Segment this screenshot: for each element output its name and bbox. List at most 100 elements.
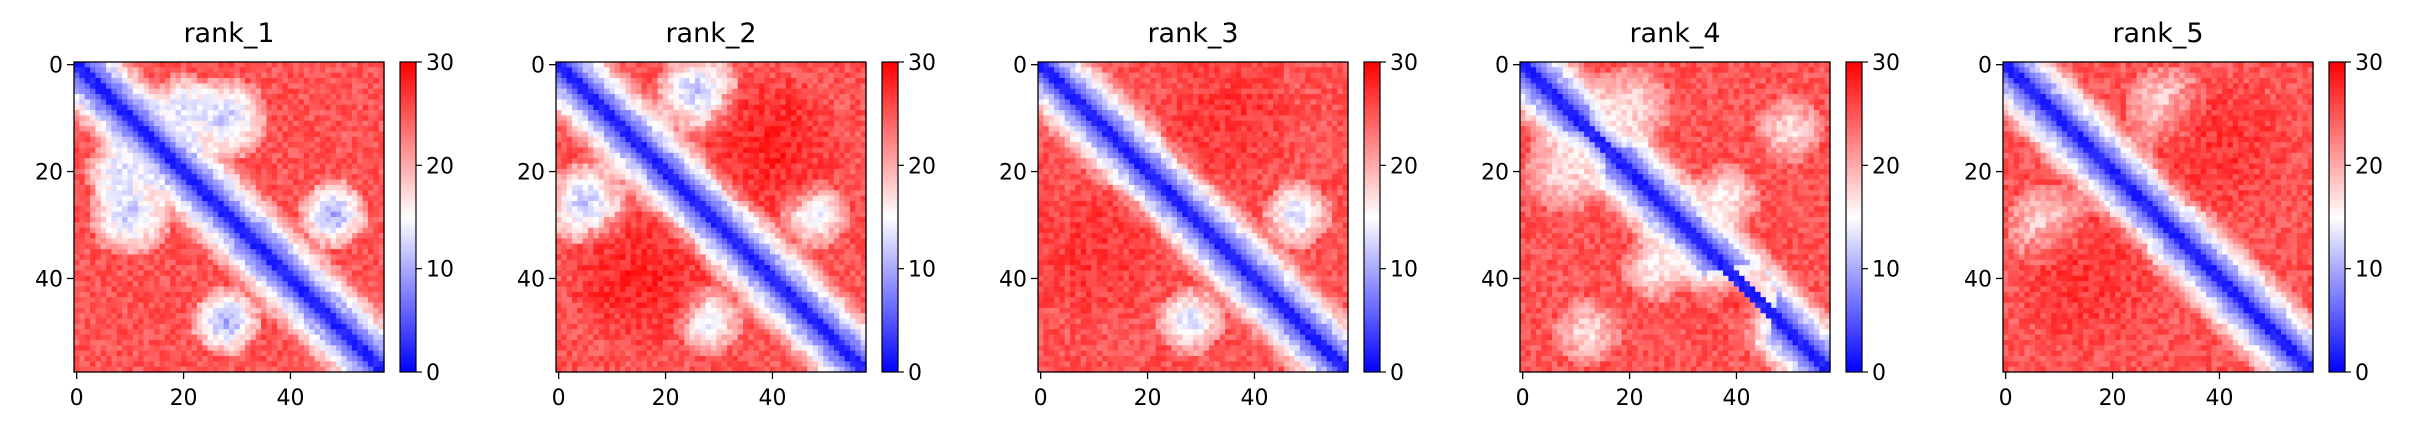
- heatmap-cell: [341, 243, 348, 250]
- heatmap-cell: [191, 329, 198, 336]
- heatmap-cell: [111, 275, 118, 282]
- heatmap-cell: [319, 291, 326, 298]
- heatmap-cell: [282, 302, 289, 309]
- heatmap-cell: [84, 88, 91, 95]
- heatmap-cell: [159, 366, 166, 373]
- heatmap-cell: [346, 243, 353, 250]
- heatmap-cell: [330, 168, 337, 175]
- heatmap-cell: [245, 190, 251, 197]
- heatmap-cell: [796, 163, 803, 170]
- heatmap-cell: [759, 163, 766, 170]
- heatmap-cell: [266, 179, 273, 186]
- heatmap-cell: [694, 158, 701, 165]
- heatmap-cell: [716, 174, 723, 181]
- heatmap-cell: [148, 291, 155, 298]
- heatmap-cell: [90, 313, 96, 320]
- heatmap-cell: [367, 152, 374, 159]
- heatmap-cell: [138, 350, 145, 357]
- heatmap-cell: [255, 94, 262, 101]
- heatmap-cell: [604, 195, 611, 202]
- heatmap-cell: [245, 339, 251, 346]
- heatmap-cell: [159, 275, 166, 282]
- heatmap-cell: [298, 104, 305, 111]
- heatmap-cell: [298, 142, 305, 149]
- heatmap-cell: [775, 147, 782, 154]
- heatmap-cell: [143, 233, 150, 239]
- heatmap-cell: [303, 254, 310, 261]
- heatmap-cell: [303, 350, 310, 357]
- heatmap-cell: [180, 78, 187, 84]
- heatmap-cell: [335, 206, 342, 213]
- heatmap-cell: [271, 302, 278, 309]
- heatmap-cell: [614, 163, 621, 170]
- heatmap-cell: [716, 190, 723, 197]
- heatmap-cell: [367, 115, 374, 122]
- heatmap-cell: [90, 286, 96, 293]
- heatmap-cell: [218, 291, 225, 298]
- heatmap-cell: [111, 254, 118, 261]
- heatmap-cell: [212, 126, 219, 133]
- heatmap-cell: [84, 334, 91, 341]
- heatmap-cell: [823, 99, 830, 106]
- heatmap-cell: [309, 249, 316, 256]
- heatmap-cell: [84, 318, 91, 325]
- heatmap-cell: [250, 265, 257, 272]
- heatmap-cell: [801, 190, 808, 197]
- heatmap-cell: [223, 361, 230, 368]
- heatmap-cell: [657, 110, 664, 117]
- heatmap-cell: [737, 72, 744, 79]
- heatmap-cell: [186, 318, 193, 325]
- heatmap-cell: [90, 259, 96, 266]
- heatmap-cell: [282, 120, 289, 127]
- heatmap-cell: [705, 174, 712, 181]
- heatmap-cell: [796, 78, 803, 84]
- heatmap-cell: [855, 174, 862, 181]
- heatmap-cell: [154, 190, 161, 197]
- heatmap-cell: [630, 131, 637, 138]
- heatmap-cell: [694, 136, 701, 143]
- heatmap-cell: [234, 281, 241, 288]
- heatmap-cell: [689, 126, 696, 133]
- heatmap-cell: [785, 142, 792, 149]
- heatmap-cell: [100, 345, 107, 352]
- heatmap-cell: [95, 291, 102, 298]
- heatmap-cell: [111, 318, 118, 325]
- heatmap-cell: [700, 179, 707, 186]
- heatmap-cell: [812, 62, 819, 68]
- heatmap-cell: [769, 88, 776, 95]
- heatmap-cell: [154, 99, 161, 106]
- heatmap-cell: [373, 200, 380, 207]
- heatmap-cell: [662, 67, 669, 74]
- heatmap-cell: [743, 184, 750, 191]
- heatmap-cell: [828, 120, 835, 127]
- heatmap-cell: [362, 174, 369, 181]
- heatmap-cell: [303, 238, 310, 245]
- heatmap-cell: [335, 94, 342, 101]
- heatmap-cell: [346, 217, 353, 223]
- heatmap-cell: [357, 259, 364, 266]
- heatmap-cell: [245, 62, 251, 68]
- heatmap-cell: [860, 200, 867, 207]
- heatmap-cell: [817, 94, 824, 101]
- heatmap-cell: [303, 249, 310, 256]
- heatmap-cell: [303, 147, 310, 154]
- heatmap-cell: [84, 174, 91, 181]
- heatmap-cell: [116, 88, 123, 95]
- heatmap-cell: [769, 152, 776, 159]
- heatmap-cell: [764, 179, 771, 186]
- heatmap-cell: [700, 78, 707, 84]
- heatmap-cell: [261, 217, 268, 223]
- heatmap-cell: [229, 104, 235, 111]
- heatmap-cell: [700, 163, 707, 170]
- heatmap-cell: [357, 104, 364, 111]
- heatmap-cell: [346, 142, 353, 149]
- heatmap-cell: [325, 184, 332, 191]
- heatmap-cell: [191, 110, 198, 117]
- heatmap-cell: [111, 339, 118, 346]
- heatmap-cell: [239, 190, 246, 197]
- heatmap-cell: [598, 206, 605, 213]
- heatmap-cell: [138, 179, 145, 186]
- heatmap-cell: [346, 136, 353, 143]
- heatmap-cell: [780, 78, 787, 84]
- heatmap-cell: [641, 131, 648, 138]
